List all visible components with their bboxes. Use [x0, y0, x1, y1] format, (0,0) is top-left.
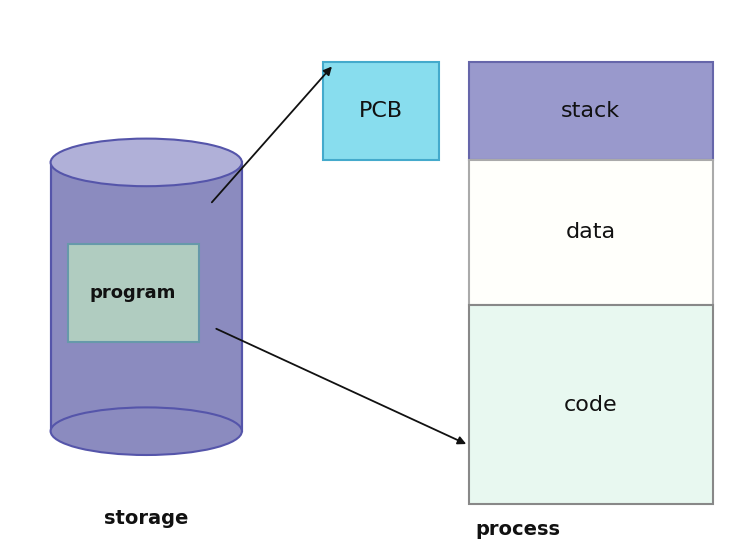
Text: data: data [566, 222, 616, 242]
Bar [68, 244, 199, 342]
Bar [469, 305, 712, 504]
Bar [51, 162, 242, 431]
Ellipse shape [51, 408, 242, 455]
Ellipse shape [51, 139, 242, 186]
Bar [469, 160, 712, 305]
Bar [469, 62, 712, 160]
Text: storage: storage [104, 508, 188, 528]
Text: stack: stack [561, 101, 620, 120]
Text: process: process [475, 520, 560, 539]
Text: program: program [90, 283, 176, 302]
Ellipse shape [57, 149, 236, 178]
Text: PCB: PCB [358, 101, 403, 120]
Text: code: code [564, 395, 617, 414]
Bar [322, 62, 439, 160]
